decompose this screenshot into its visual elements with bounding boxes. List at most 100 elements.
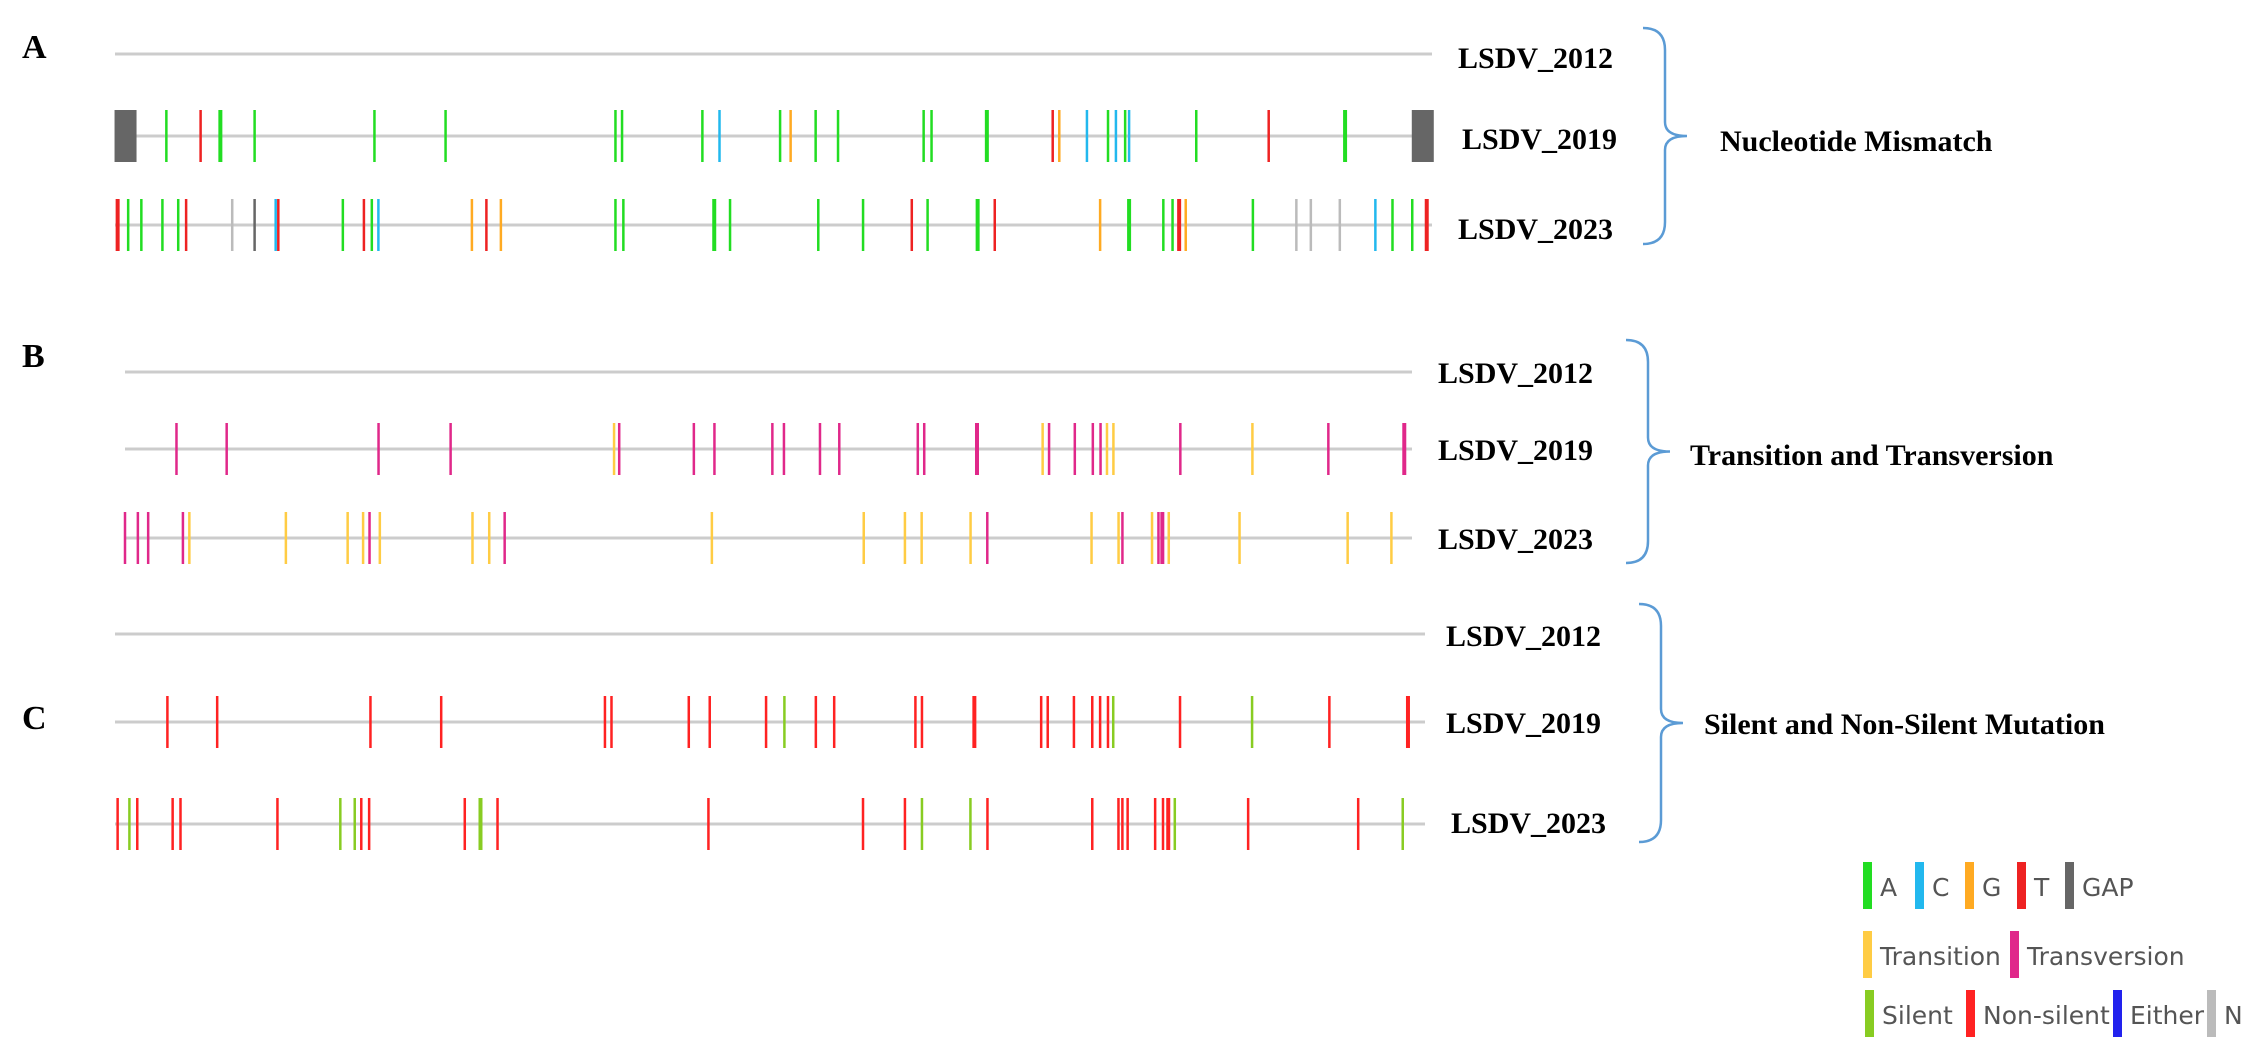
mutation-mark — [783, 696, 786, 748]
legend-label: Either — [2130, 1001, 2205, 1030]
mutation-mark — [373, 110, 376, 162]
mutation-mark — [230, 199, 234, 251]
mutation-mark — [184, 199, 188, 251]
mutation-mark — [986, 512, 989, 564]
mutation-mark — [1117, 512, 1120, 564]
mutation-mark — [1390, 512, 1393, 564]
mutation-mark — [1085, 110, 1089, 162]
mutation-mark — [1051, 110, 1054, 162]
mutation-mark — [1047, 423, 1051, 475]
mutation-mark — [136, 512, 140, 564]
mutation-mark — [369, 696, 372, 748]
mutation-mark — [1039, 696, 1043, 748]
mutation-mark — [161, 199, 164, 251]
mutation-mark — [771, 423, 774, 475]
mutation-mark — [463, 798, 467, 850]
mutation-mark — [1099, 423, 1102, 475]
mutation-mark — [1251, 423, 1254, 475]
mutation-mark — [215, 696, 219, 748]
legend-label: Transition — [1879, 942, 2001, 971]
mutation-mark — [1091, 423, 1095, 475]
legend-label: Silent — [1882, 1001, 1953, 1030]
mutation-mark — [378, 512, 382, 564]
mutation-mark — [1098, 199, 1102, 251]
mutation-mark — [974, 423, 979, 475]
mutation-mark — [1157, 512, 1160, 564]
legend-item: Either — [2113, 990, 2205, 1037]
sequence-row: LSDV_2019 — [125, 423, 1593, 475]
mutation-mark — [728, 199, 732, 251]
mutation-mark — [1251, 199, 1255, 251]
mutation-mark — [930, 110, 933, 162]
mutation-mark — [818, 423, 822, 475]
sequence-row: LSDV_2023 — [115, 199, 1613, 251]
mutation-mark — [1171, 199, 1174, 251]
mutation-mark — [972, 696, 977, 748]
mutation-mark — [916, 423, 920, 475]
sequence-row: LSDV_2019 — [115, 696, 1601, 748]
sequence-label: LSDV_2023 — [1438, 523, 1593, 556]
legend-label: A — [1880, 873, 1897, 902]
mutation-mark — [339, 798, 342, 850]
mutation-mark — [707, 798, 710, 850]
mutation-mark — [814, 110, 817, 162]
mutation-mark — [984, 110, 989, 162]
curly-bracket — [1642, 26, 1688, 246]
mutation-mark — [1153, 798, 1157, 850]
mutation-mark — [838, 423, 841, 475]
mutation-mark — [470, 199, 474, 251]
mutation-mark — [1195, 110, 1198, 162]
mutation-mark — [341, 199, 345, 251]
group-title: Nucleotide Mismatch — [1720, 125, 1993, 158]
sequence-row: LSDV_2012 — [115, 42, 1613, 75]
mutation-mark — [503, 512, 506, 564]
panel-letter: B — [22, 338, 45, 375]
mutation-mark — [914, 696, 917, 748]
mutation-mark — [487, 512, 491, 564]
mutation-mark — [610, 696, 613, 748]
mutation-mark — [370, 199, 374, 251]
sequence-label: LSDV_2019 — [1446, 707, 1601, 740]
mutation-mark — [1121, 798, 1124, 850]
mutation-mark — [1127, 199, 1132, 251]
mutation-mark — [701, 110, 704, 162]
mutation-mark — [969, 798, 972, 850]
mutation-mark — [478, 798, 483, 850]
mutation-mark — [1177, 199, 1182, 251]
mutation-mark — [1123, 110, 1127, 162]
mutation-mark — [1179, 423, 1182, 475]
mutation-mark — [778, 110, 782, 162]
legend-swatch — [2017, 862, 2026, 909]
sequence-label: LSDV_2012 — [1438, 357, 1593, 390]
panel-b: B LSDV_2012 LSDV_2019 LSDV_2023 Transition a… — [22, 338, 2054, 565]
group-title: Silent and Non-Silent Mutation — [1704, 708, 2105, 741]
legend: A C G T GAP Transition Transversion Silent Non-s… — [1863, 862, 2243, 1037]
legend-item: Transition — [1863, 931, 2001, 978]
mutation-mark — [986, 798, 989, 850]
sequence-label: LSDV_2023 — [1458, 213, 1613, 246]
mutation-mark — [1309, 199, 1313, 251]
legend-swatch — [1965, 862, 1974, 909]
mutation-mark — [1167, 512, 1171, 564]
mutation-mark — [179, 798, 182, 850]
mutation-mark — [1090, 512, 1093, 564]
mutation-mark — [1105, 423, 1109, 475]
mutation-mark — [1173, 798, 1177, 850]
legend-item: T — [2017, 862, 2050, 909]
mutation-mark — [712, 199, 717, 251]
mutation-mark — [1126, 798, 1129, 850]
legend-swatch — [1966, 990, 1975, 1037]
mutation-mark — [346, 512, 349, 564]
mutation-mark — [1073, 423, 1077, 475]
mutation-mark — [136, 798, 139, 850]
mutation-mark — [367, 798, 371, 850]
mutation-mark — [360, 798, 363, 850]
mutation-mark — [140, 199, 143, 251]
mutation-mark — [368, 512, 371, 564]
mutation-mark — [171, 798, 174, 850]
mutation-mark — [903, 798, 907, 850]
legend-swatch — [1915, 862, 1924, 909]
mutation-mark — [764, 696, 768, 748]
mutation-mark — [1114, 110, 1118, 162]
